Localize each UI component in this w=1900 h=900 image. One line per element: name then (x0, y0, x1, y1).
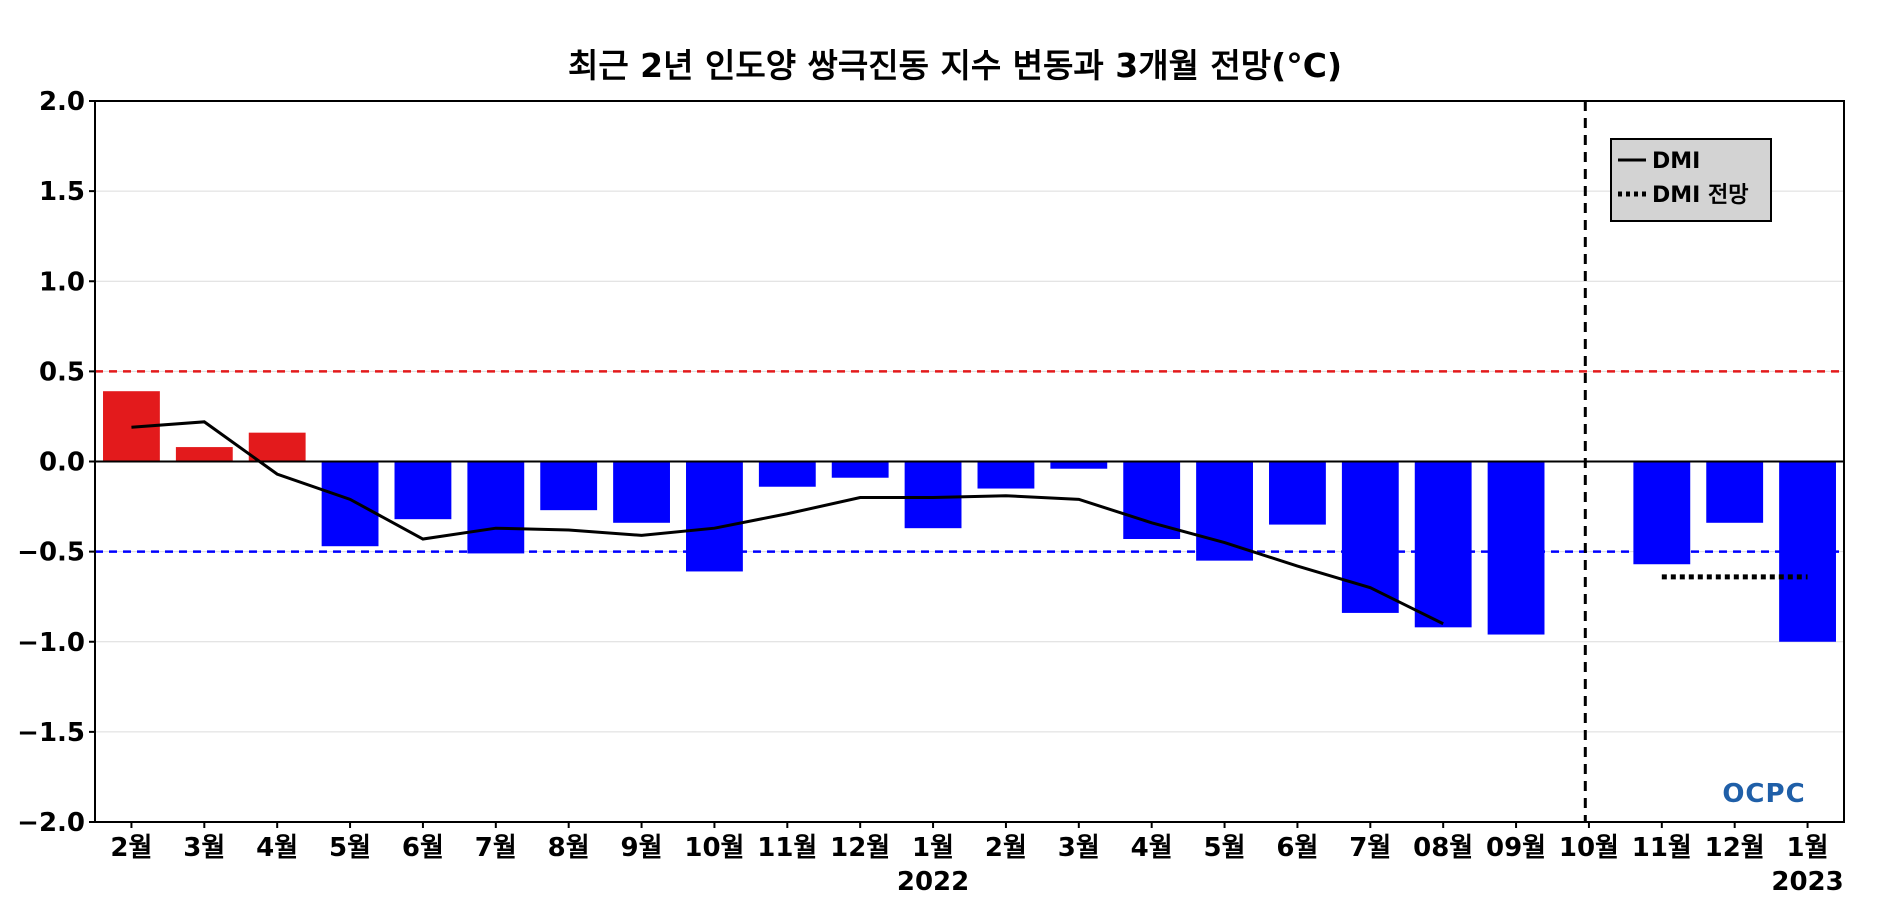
y-tick-label: −0.5 (17, 538, 85, 568)
x-tick-label: 1월 (912, 833, 954, 863)
x-tick-label: 8월 (548, 833, 590, 863)
x-tick-label: 1월 (1787, 833, 1829, 863)
bar (1341, 461, 1399, 613)
x-tick-label: 4월 (1131, 833, 1173, 863)
x-tick-label: 5월 (1204, 833, 1246, 863)
y-tick-label: 1.5 (39, 177, 85, 207)
bar (1269, 461, 1326, 525)
x-tick-label: 2월 (985, 833, 1027, 863)
year-label: 2022 (897, 867, 969, 897)
x-tick-label: 08월 (1413, 833, 1473, 863)
x-tick-label: 4월 (256, 833, 298, 863)
x-axis-ticks: 2월 3월 4월 5월 6월 7월 8월 9월 10월 11월 12월 1월 2월 3월 4월 5월 6월 7월 0… (110, 822, 1829, 863)
bar (321, 461, 379, 547)
ocpc-logo: OCPC (1722, 779, 1805, 809)
bar (1050, 461, 1108, 469)
x-tick-label: 10월 (1559, 833, 1619, 863)
legend-box (1610, 138, 1772, 222)
year-label: 2023 (1771, 867, 1843, 897)
x-tick-label: 3월 (1058, 833, 1100, 863)
dmi-lines (131, 420, 1808, 626)
dmi-line (131, 420, 1444, 626)
year-labels: 2022 2023 (897, 867, 1844, 897)
bar (1196, 461, 1253, 561)
x-tick-label: 6월 (402, 833, 444, 863)
bar (1633, 461, 1691, 565)
x-tick-label: 12월 (1705, 833, 1765, 863)
x-tick-label: 12월 (830, 833, 890, 863)
y-tick-label: 2.0 (39, 87, 85, 117)
bar (248, 432, 306, 462)
bar (1414, 461, 1472, 628)
x-tick-label: 11월 (757, 833, 817, 863)
bar (1706, 461, 1764, 523)
legend: DMI DMI 전망 (1610, 138, 1772, 222)
threshold-lines (95, 370, 1844, 553)
bar (1487, 461, 1545, 635)
bar (831, 461, 889, 478)
legend-dmi-label: DMI (1652, 149, 1700, 174)
y-axis-ticks: 2.0 1.5 1.0 0.5 0.0 −0.5 −1.0 −1.5 −2.0 (17, 87, 95, 838)
x-tick-label: 5월 (329, 833, 371, 863)
x-tick-label: 10월 (684, 833, 744, 863)
x-tick-label: 9월 (621, 833, 663, 863)
x-tick-label: 09월 (1486, 833, 1546, 863)
x-tick-label: 6월 (1276, 833, 1318, 863)
bar (540, 461, 598, 511)
chart-title: 최근 2년 인도양 쌍극진동 지수 변동과 3개월 전망(°C) (568, 46, 1342, 85)
bar (1123, 461, 1181, 540)
x-tick-label: 3월 (183, 833, 225, 863)
bar (175, 447, 233, 462)
bar (394, 461, 452, 520)
y-tick-label: −1.5 (17, 718, 85, 748)
bar (904, 461, 962, 529)
bar (758, 461, 816, 487)
y-tick-label: −2.0 (17, 808, 85, 838)
bar (686, 461, 743, 572)
y-tick-label: −1.0 (17, 628, 85, 658)
bar (977, 461, 1035, 489)
bar (467, 461, 525, 554)
bar (1779, 461, 1836, 642)
legend-forecast-label: DMI 전망 (1652, 183, 1748, 208)
y-tick-label: 0.0 (39, 448, 85, 478)
y-tick-label: 0.5 (39, 357, 85, 387)
x-tick-label: 11월 (1632, 833, 1692, 863)
x-tick-label: 7월 (1349, 833, 1391, 863)
y-tick-label: 1.0 (39, 267, 85, 297)
bars (103, 391, 1836, 642)
x-tick-label: 7월 (475, 833, 517, 863)
bar (613, 461, 670, 523)
x-tick-label: 2월 (110, 833, 152, 863)
